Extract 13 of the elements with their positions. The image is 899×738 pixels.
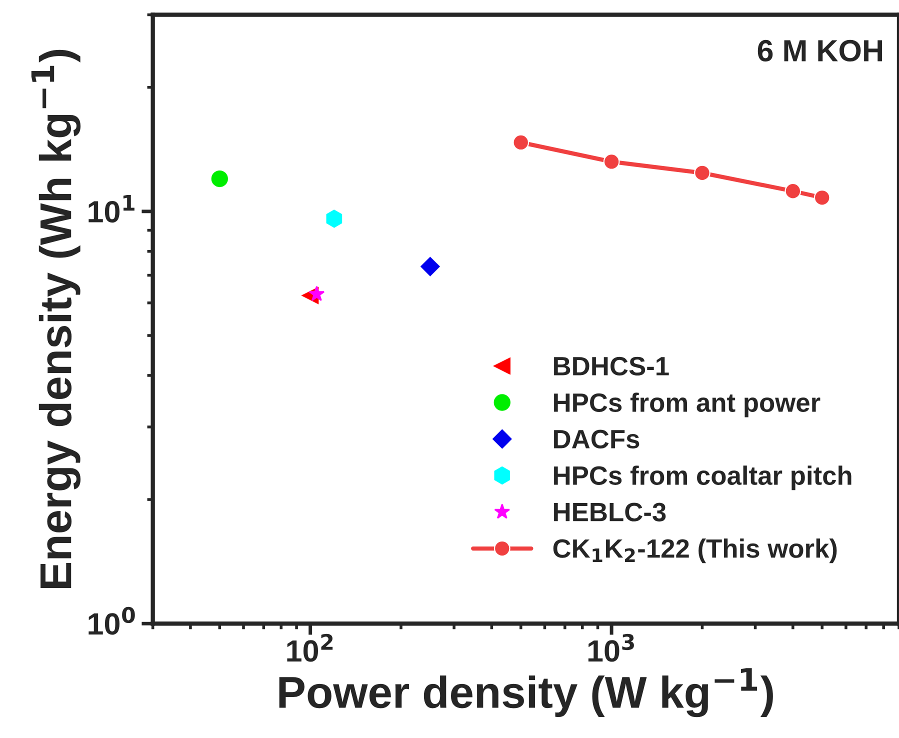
legend-label: BDHCS-1 (554, 356, 669, 376)
x-tick-label: 10$^{3}$ (588, 634, 634, 662)
legend-label: HPCs from coaltar pitch (554, 466, 852, 490)
y-tick-label: 10$^{1}$ (88, 194, 134, 223)
legend-label: CK$_{1}$K$_{2}$-122 (This work) (553, 538, 837, 564)
legend-label: HPCs from ant power (554, 392, 820, 418)
x-tick-label: 10$^{2}$ (287, 634, 333, 662)
y-axis-title: Energy density (Wh kg$^{−1}$) (31, 50, 81, 588)
x-axis-title: Power density (W kg$^{−1}$) (279, 668, 773, 718)
y-tick-label: 10$^{0}$ (88, 606, 135, 635)
legend-label: DACFs (554, 430, 640, 448)
legend-label: HEBLC-3 (554, 502, 666, 522)
annotation: 6 M KOH (758, 40, 882, 62)
